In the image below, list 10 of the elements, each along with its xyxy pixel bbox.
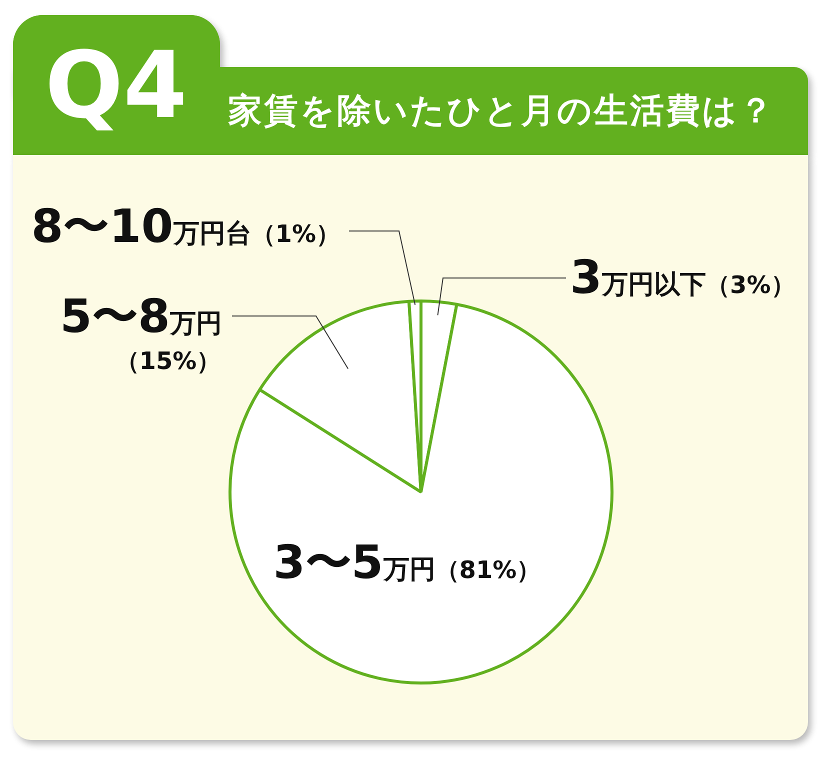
- data-label: （81%）: [435, 556, 541, 584]
- slice-label: 3〜5万円: [273, 535, 436, 589]
- data-label: （15%）: [115, 347, 221, 375]
- data-label: （1%）: [251, 220, 340, 248]
- chart-title: 家賃を除いたひと月の生活費は？: [228, 91, 775, 131]
- slice-label: 8〜10万円台: [31, 199, 252, 253]
- text: Q4: [45, 32, 188, 139]
- data-label: （3%）: [706, 271, 795, 299]
- slice-label: 5〜8万円: [60, 289, 222, 343]
- slice-label: 3万円以下: [570, 250, 706, 304]
